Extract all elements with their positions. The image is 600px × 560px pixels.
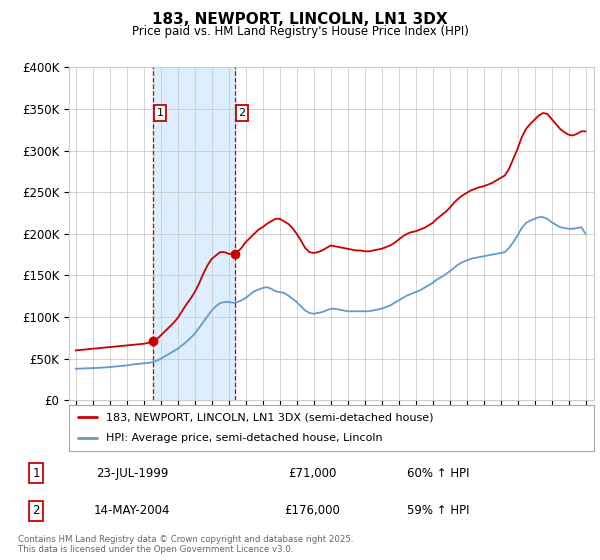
Text: £71,000: £71,000 <box>288 466 336 480</box>
Text: Contains HM Land Registry data © Crown copyright and database right 2025.
This d: Contains HM Land Registry data © Crown c… <box>18 535 353 554</box>
Text: 14-MAY-2004: 14-MAY-2004 <box>94 504 170 517</box>
Text: 1: 1 <box>157 108 163 118</box>
Text: HPI: Average price, semi-detached house, Lincoln: HPI: Average price, semi-detached house,… <box>106 433 382 444</box>
Text: 60% ↑ HPI: 60% ↑ HPI <box>407 466 469 480</box>
Text: 1: 1 <box>32 466 40 480</box>
Text: 2: 2 <box>238 108 245 118</box>
Text: £176,000: £176,000 <box>284 504 340 517</box>
Text: 183, NEWPORT, LINCOLN, LN1 3DX: 183, NEWPORT, LINCOLN, LN1 3DX <box>152 12 448 27</box>
Text: 2: 2 <box>32 504 40 517</box>
Text: Price paid vs. HM Land Registry's House Price Index (HPI): Price paid vs. HM Land Registry's House … <box>131 25 469 38</box>
Text: 23-JUL-1999: 23-JUL-1999 <box>96 466 168 480</box>
Text: 183, NEWPORT, LINCOLN, LN1 3DX (semi-detached house): 183, NEWPORT, LINCOLN, LN1 3DX (semi-det… <box>106 412 433 422</box>
Bar <box>153 67 235 400</box>
Text: 59% ↑ HPI: 59% ↑ HPI <box>407 504 469 517</box>
